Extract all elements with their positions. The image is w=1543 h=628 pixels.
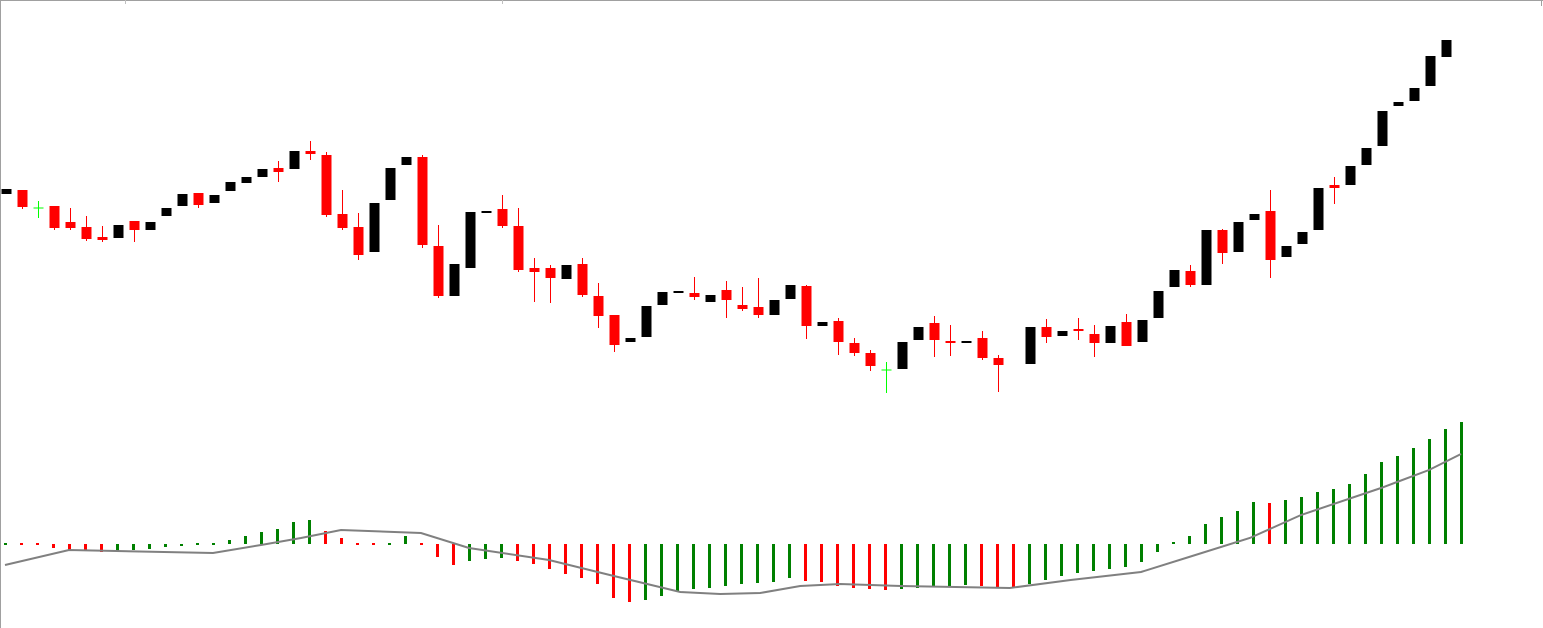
candle-body	[1233, 222, 1244, 252]
signal-line	[4, 453, 1462, 596]
candle-body	[577, 264, 588, 295]
candle-body	[1153, 291, 1164, 318]
candle-body	[801, 286, 812, 326]
candle-body	[1169, 270, 1180, 287]
candle-body	[433, 246, 444, 296]
candle-body	[737, 305, 748, 309]
candle-body	[273, 168, 284, 172]
candle-body	[993, 358, 1004, 365]
candle-body	[609, 315, 620, 345]
candle-body	[321, 155, 332, 215]
candle-body	[481, 211, 492, 213]
candle-body	[513, 226, 524, 270]
candle-body	[705, 295, 716, 302]
candle-body	[1329, 185, 1340, 188]
candle-body	[1265, 211, 1276, 260]
candle-body	[561, 265, 572, 279]
candle-body	[97, 237, 108, 240]
candle-body	[1249, 214, 1260, 220]
candle-body	[129, 221, 140, 230]
candle-body	[1409, 88, 1420, 101]
candle-body	[1217, 230, 1228, 253]
candle-body	[929, 323, 940, 340]
candle-body	[545, 268, 556, 278]
candle-body	[369, 203, 380, 252]
candle-body	[81, 227, 92, 239]
candle-body	[593, 296, 604, 316]
candle-body	[465, 212, 476, 268]
candle-body	[1057, 331, 1068, 336]
candle-body	[49, 206, 60, 228]
candle-body	[721, 290, 732, 300]
candle-body	[1345, 166, 1356, 185]
candle-body	[529, 268, 540, 272]
candle-body	[641, 306, 652, 337]
candle-body	[497, 209, 508, 226]
candle-body	[353, 227, 364, 255]
candle-body	[145, 222, 156, 230]
candle-body	[193, 193, 204, 205]
candle-body	[1425, 56, 1436, 86]
candle-body	[1281, 246, 1292, 257]
candle-body	[305, 151, 316, 154]
candle-body	[1313, 188, 1324, 230]
candle-body	[289, 151, 300, 169]
candle-body	[1377, 111, 1388, 146]
candle-body	[833, 321, 844, 342]
candle-body	[913, 327, 924, 340]
candle-body	[977, 338, 988, 358]
candle-body	[1393, 102, 1404, 106]
candle-body	[113, 225, 124, 238]
candle-body	[401, 157, 412, 165]
candle-body	[865, 353, 876, 366]
candle-body	[1185, 271, 1196, 285]
candle-body	[1041, 327, 1052, 337]
candle-body	[1121, 322, 1132, 346]
candle-body	[657, 292, 668, 305]
candle-body	[1089, 334, 1100, 343]
candle-body	[689, 293, 700, 297]
candle-body	[161, 208, 172, 216]
candle-body	[417, 157, 428, 245]
candle-body	[1025, 327, 1036, 364]
candle-body	[385, 168, 396, 200]
candle-body	[785, 285, 796, 299]
candle-body	[769, 300, 780, 315]
candle-body	[65, 222, 76, 228]
candle-body	[625, 338, 636, 342]
candle-body	[225, 182, 236, 191]
candle-body	[849, 343, 860, 353]
candle-body	[817, 322, 828, 326]
candle-body	[897, 342, 908, 369]
candle-body	[673, 291, 684, 293]
candle-body	[1201, 230, 1212, 285]
candle-body	[1105, 326, 1116, 343]
candle-body	[1073, 329, 1084, 331]
candle-body	[1297, 232, 1308, 244]
candle-body	[753, 307, 764, 315]
candle-body	[1137, 320, 1148, 342]
candle-body	[1361, 148, 1372, 165]
candle-body	[945, 341, 956, 343]
candle-body	[17, 190, 28, 207]
candle-body	[961, 341, 972, 343]
candle-body	[337, 214, 348, 228]
candle-body	[1441, 40, 1452, 57]
candle-body	[209, 195, 220, 203]
candle-body	[449, 264, 460, 296]
candle-body	[241, 177, 252, 183]
candle-body	[257, 169, 268, 177]
candle-body	[177, 194, 188, 206]
candle-body	[1, 189, 12, 194]
